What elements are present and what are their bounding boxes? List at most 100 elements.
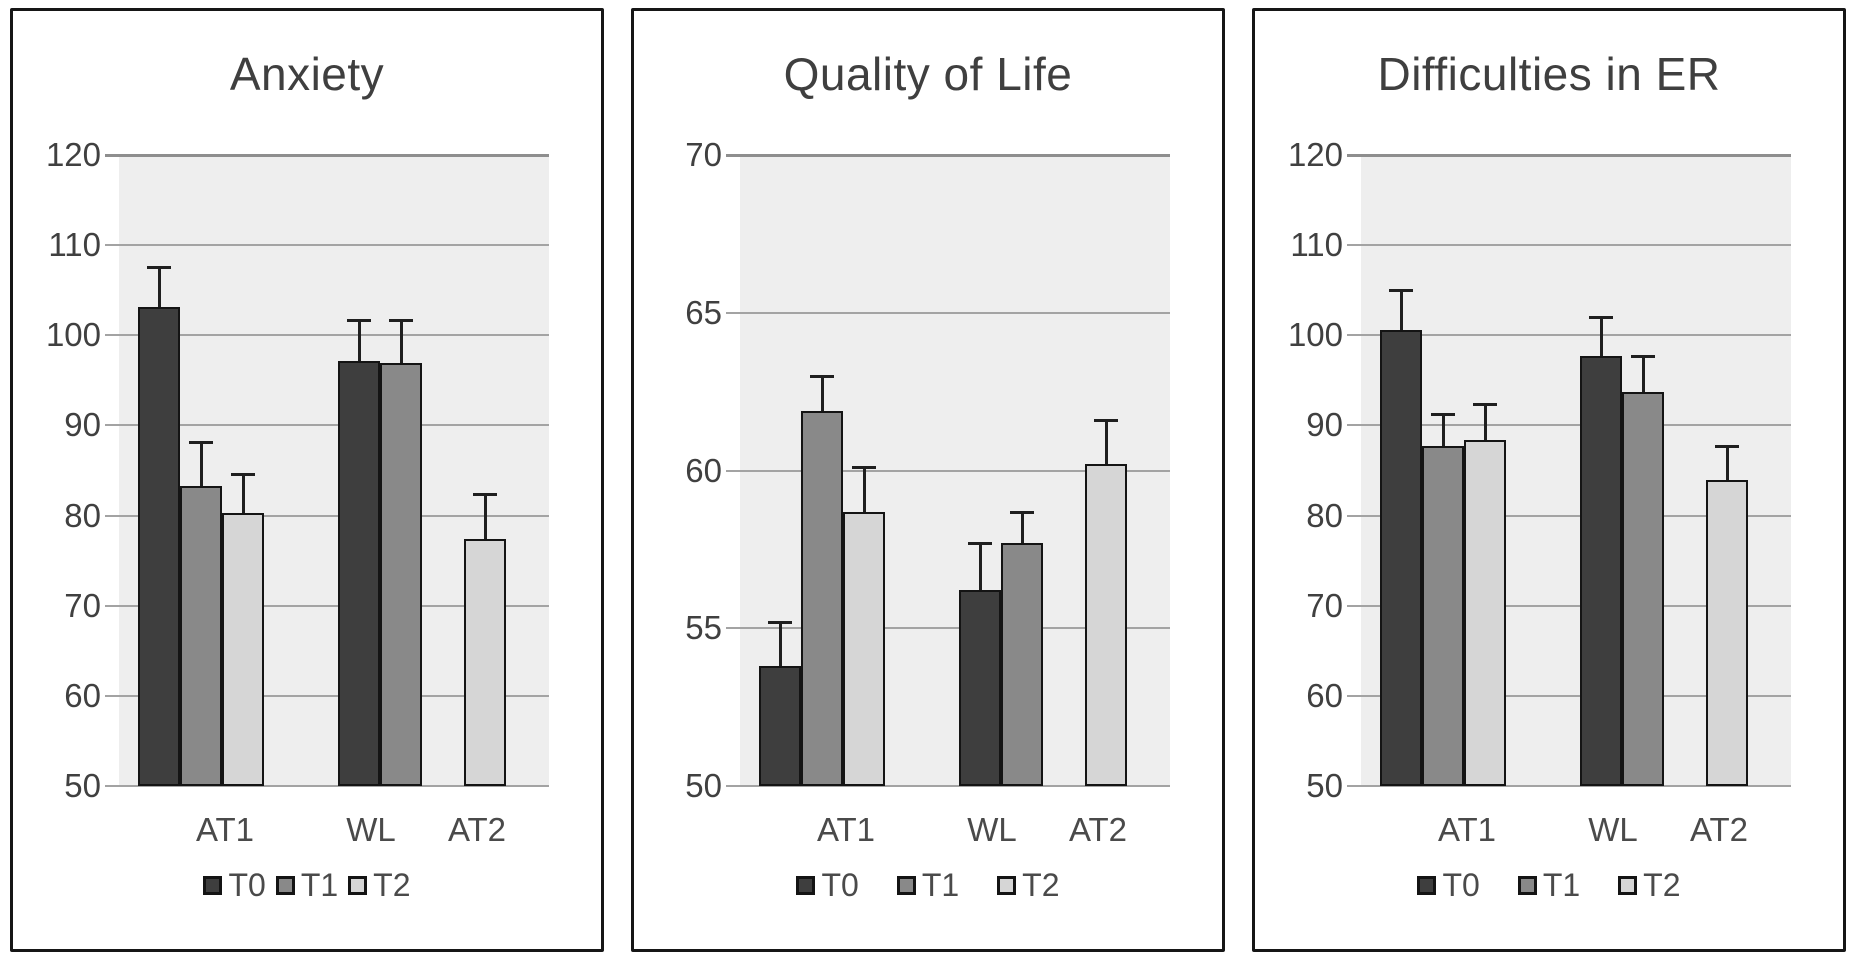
bar-at1-t2	[843, 511, 885, 786]
error-bar-cap-at1-t1	[810, 374, 834, 378]
gridline-65	[726, 311, 1170, 314]
y-tick-label-50: 50	[64, 767, 101, 804]
x-axis-label-at2: AT2	[1068, 811, 1128, 848]
error-bar-at2-t2	[1104, 420, 1108, 465]
legend-label-t0: T0	[1442, 867, 1480, 903]
bar-wl-t0	[1580, 356, 1622, 786]
legend: T0 T1 T2	[634, 867, 1222, 904]
legend-marker-t1	[275, 876, 295, 895]
gridline-120	[1347, 154, 1791, 157]
gridline-110	[105, 244, 549, 247]
chart-panel-difficulties-in-er: Difficulties in ER 50 60 70 80 90 100 110 120 AT1…	[1252, 8, 1846, 952]
plot-area	[105, 154, 549, 787]
error-bar-cap-at1-t0	[1389, 289, 1413, 293]
gridline-60	[105, 694, 549, 697]
bar-at1-t0	[1380, 329, 1422, 786]
y-tick-label-65: 65	[685, 293, 722, 331]
error-bar-at1-t2	[241, 474, 245, 513]
legend-item-t0: T0	[1417, 867, 1480, 904]
error-bar-cap-wl-t1	[1631, 355, 1655, 359]
error-bar-cap-at2-t2	[473, 492, 497, 496]
x-axis-label-wl: WL	[346, 811, 396, 848]
error-bar-cap-at1-t0	[768, 620, 792, 624]
gridline-50	[726, 785, 1170, 787]
x-axis-label-at1: AT1	[195, 811, 255, 848]
y-tick-label-110: 110	[1290, 226, 1343, 264]
legend-label-t0: T0	[821, 867, 859, 903]
y-tick-label-80: 80	[64, 496, 101, 534]
legend-item-t2: T2	[1618, 867, 1681, 904]
legend-marker-t2	[348, 876, 368, 895]
legend-marker-t0	[203, 876, 223, 895]
legend-item-t2: T2	[997, 867, 1060, 904]
error-bar-cap-wl-t1	[389, 318, 413, 322]
gridline-120	[105, 154, 549, 157]
y-tick-label-70: 70	[685, 136, 722, 173]
gridline-70	[105, 604, 549, 607]
legend: T0 T1 T2	[1255, 867, 1843, 904]
x-axis-label-wl: WL	[967, 811, 1017, 848]
bar-at2-t2	[464, 539, 506, 786]
legend-label-t2: T2	[1022, 867, 1060, 903]
error-bar-cap-wl-t0	[968, 542, 992, 546]
gridline-70	[726, 154, 1170, 157]
bar-at2-t2	[1706, 479, 1748, 786]
bar-at1-t1	[180, 485, 222, 786]
legend-label-t2: T2	[373, 867, 411, 903]
error-bar-at1-t2	[862, 467, 866, 512]
x-axis-label-wl: WL	[1588, 811, 1638, 848]
error-bar-at2-t2	[483, 493, 487, 539]
error-bar-cap-at1-t2	[1473, 402, 1497, 406]
x-axis-label-at2: AT2	[1689, 811, 1749, 848]
gridline-60	[726, 469, 1170, 472]
y-tick-label-60: 60	[64, 676, 101, 714]
error-bar-wl-t1	[399, 319, 403, 364]
error-bar-cap-wl-t1	[1010, 510, 1034, 514]
legend-marker-t0	[796, 876, 816, 895]
y-tick-label-100: 100	[1287, 316, 1343, 354]
bar-wl-t0	[959, 590, 1001, 786]
error-bar-cap-wl-t0	[1589, 316, 1613, 320]
legend-item-t0: T0	[203, 867, 266, 904]
error-bar-cap-at1-t0	[147, 265, 171, 269]
y-tick-label-90: 90	[64, 406, 101, 444]
y-tick-label-80: 80	[1306, 496, 1343, 534]
error-bar-at1-t1	[199, 441, 203, 486]
error-bar-cap-wl-t0	[347, 318, 371, 322]
legend-marker-t2	[1618, 876, 1638, 895]
error-bar-at1-t0	[157, 266, 161, 308]
bar-at1-t2	[1464, 439, 1506, 786]
gridline-100	[1347, 334, 1791, 337]
y-tick-label-110: 110	[48, 226, 101, 264]
legend-item-t1: T1	[896, 867, 959, 904]
bar-wl-t1	[1622, 392, 1664, 786]
y-tick-label-60: 60	[685, 451, 722, 489]
bar-at1-t0	[759, 666, 801, 786]
gridline-70	[1347, 604, 1791, 607]
error-bar-cap-at1-t2	[852, 466, 876, 470]
x-axis-label-at1: AT1	[816, 811, 876, 848]
error-bar-cap-at2-t2	[1715, 445, 1739, 449]
error-bar-at1-t0	[1399, 290, 1403, 330]
gridline-90	[1347, 424, 1791, 427]
chart-panel-quality-of-life: Quality of Life 50 55 60 65 70 AT1 WL AT2 T0 T1 T2	[631, 8, 1225, 952]
chart-title: Difficulties in ER	[1377, 48, 1721, 100]
error-bar-at1-t1	[1441, 413, 1445, 447]
y-tick-label-50: 50	[685, 767, 722, 804]
gridline-80	[1347, 514, 1791, 517]
chart-title: Anxiety	[229, 48, 385, 100]
chart-title: Quality of Life	[783, 48, 1073, 100]
error-bar-cap-at1-t2	[231, 473, 255, 477]
error-bar-wl-t1	[1641, 356, 1645, 393]
legend: T0 T1 T2	[13, 867, 601, 904]
y-tick-label-60: 60	[1306, 676, 1343, 714]
gridline-80	[105, 514, 549, 517]
legend-item-t2: T2	[348, 867, 411, 904]
bar-at1-t1	[801, 410, 843, 786]
gridline-50	[1347, 785, 1791, 787]
y-tick-label-120: 120	[1287, 136, 1343, 173]
legend-marker-t1	[896, 876, 916, 895]
legend-label-t2: T2	[1643, 867, 1681, 903]
y-tick-label-100: 100	[45, 316, 101, 354]
